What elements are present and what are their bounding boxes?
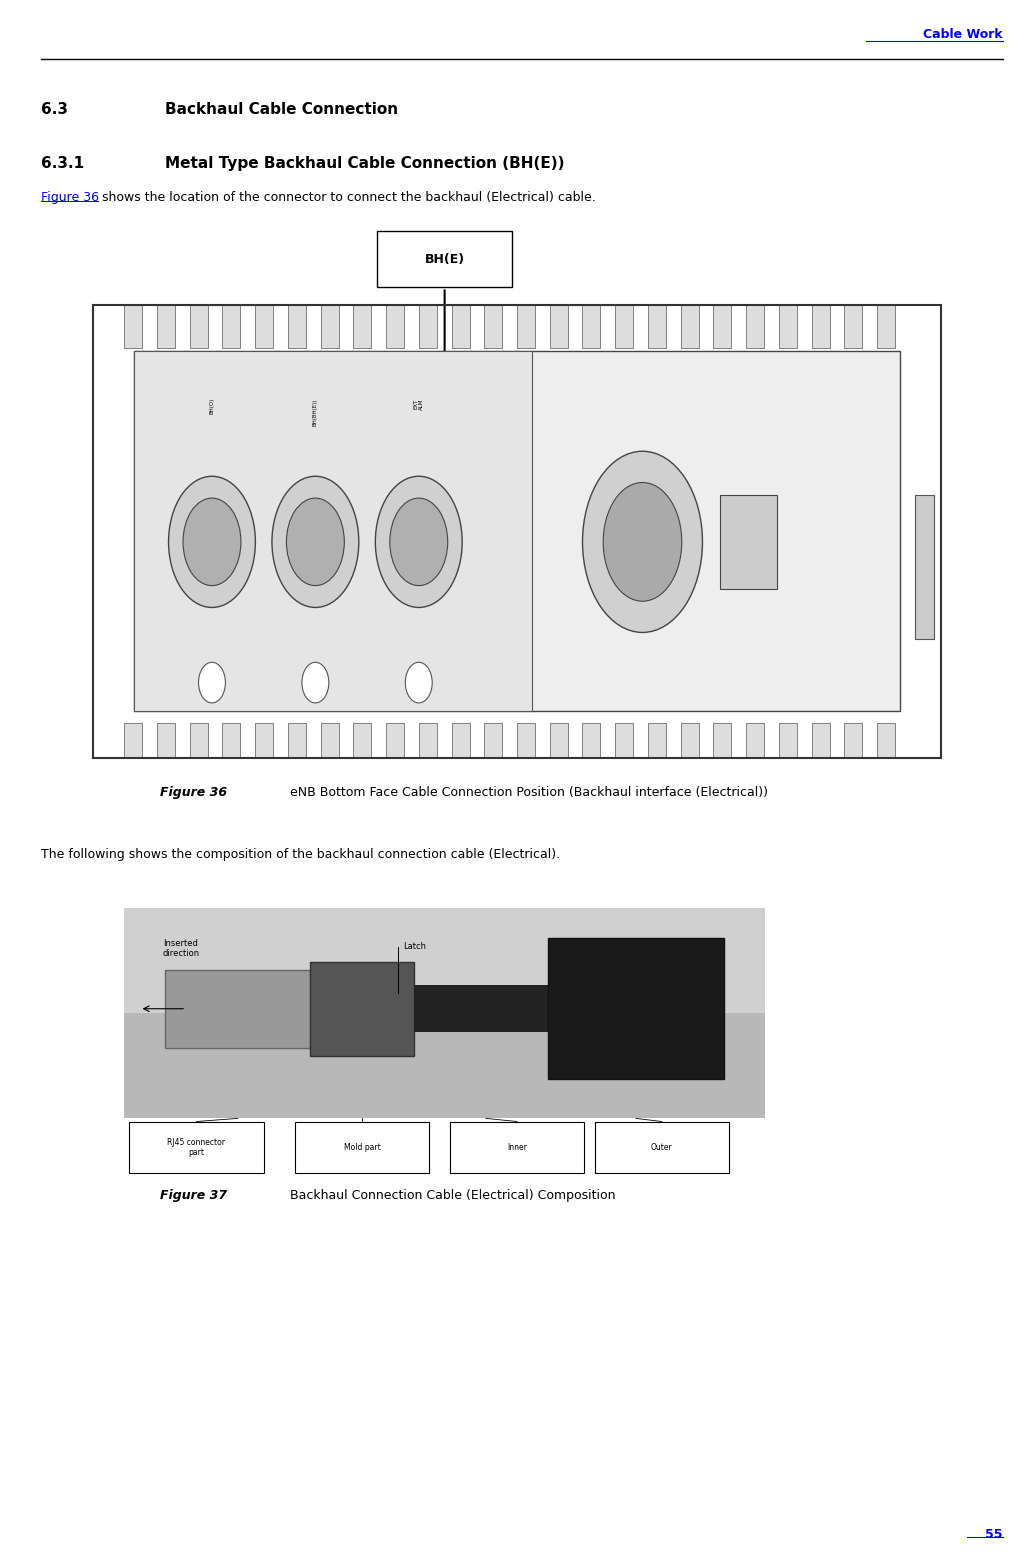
Text: BH(E): BH(E) [425,253,464,266]
Bar [713,723,731,758]
Bar [321,305,338,348]
Bar [93,305,941,758]
Bar [484,305,503,348]
Bar [321,723,338,758]
Circle shape [390,498,448,586]
Bar [517,305,535,348]
Text: EXT
ALM: EXT ALM [414,398,424,409]
Text: 55: 55 [985,1528,1003,1540]
Bar [747,723,764,758]
Bar [354,723,371,758]
Bar [845,305,862,348]
Bar [779,305,797,348]
Bar [452,305,469,348]
Bar [157,723,175,758]
Bar [720,495,777,589]
Bar [877,723,895,758]
Bar [189,305,208,348]
Text: The following shows the composition of the backhaul connection cable (Electrical: The following shows the composition of t… [41,848,560,861]
Bar [517,723,535,758]
Text: Backhaul Cable Connection: Backhaul Cable Connection [165,102,398,117]
Text: shows the location of the connector to connect the backhaul (Electrical) cable.: shows the location of the connector to c… [98,191,596,203]
Text: Backhaul Connection Cable (Electrical) Composition: Backhaul Connection Cable (Electrical) C… [290,1189,615,1201]
Circle shape [286,498,344,586]
Bar [595,1122,729,1173]
Circle shape [199,662,225,703]
Bar [354,305,371,348]
Bar [124,305,142,348]
Bar [582,305,601,348]
Circle shape [375,476,462,608]
Bar [124,908,765,1014]
Bar [812,723,829,758]
Circle shape [302,662,329,703]
Text: BH(BH(E)): BH(BH(E)) [313,398,317,425]
Text: Mold part: Mold part [343,1143,381,1151]
Bar [812,305,829,348]
Bar [648,305,666,348]
Bar [550,723,568,758]
Bar [287,305,306,348]
Bar [255,305,273,348]
Text: 6.3.1: 6.3.1 [41,156,85,172]
Bar [615,723,633,758]
Bar [377,231,512,287]
Bar [419,305,436,348]
Circle shape [603,483,681,601]
Bar [450,1122,584,1173]
Bar [386,305,404,348]
Text: Outer: Outer [650,1143,673,1151]
Bar [414,986,558,1032]
Text: Figure 36: Figure 36 [160,786,227,798]
Bar [747,305,764,348]
Bar [779,723,797,758]
Bar [93,305,941,758]
Bar [189,723,208,758]
Bar [124,908,765,1118]
Circle shape [183,498,241,586]
Bar [680,723,699,758]
Text: Cable Work: Cable Work [923,28,1003,41]
Bar [134,351,900,711]
Circle shape [582,451,702,633]
Text: 6.3: 6.3 [41,102,68,117]
Circle shape [169,476,255,608]
Bar [615,305,633,348]
Bar [680,305,699,348]
Text: Latch: Latch [403,942,426,951]
Bar [419,723,436,758]
Text: Figure 37: Figure 37 [160,1189,227,1201]
Bar [915,495,934,639]
Text: Inserted
direction: Inserted direction [162,939,200,958]
Bar [295,1122,429,1173]
Bar [157,305,175,348]
Bar [713,305,731,348]
Text: RJ45 connector
part: RJ45 connector part [168,1137,225,1157]
Bar [550,305,568,348]
Text: BH(O): BH(O) [210,398,214,414]
Text: eNB Bottom Face Cable Connection Position (Backhaul interface (Electrical)): eNB Bottom Face Cable Connection Positio… [290,786,767,798]
Bar [222,723,240,758]
Bar [648,723,666,758]
Bar [452,723,469,758]
Circle shape [272,476,359,608]
Bar [222,305,240,348]
Bar [484,723,503,758]
Bar [165,970,310,1048]
Bar [287,723,306,758]
Bar [310,962,414,1056]
Text: Inner: Inner [507,1143,527,1151]
Bar [845,723,862,758]
Bar [255,723,273,758]
Bar [877,305,895,348]
Bar [548,939,724,1079]
Bar [386,723,404,758]
Bar [129,1122,264,1173]
Text: Metal Type Backhaul Cable Connection (BH(E)): Metal Type Backhaul Cable Connection (BH… [165,156,565,172]
Text: Figure 36: Figure 36 [41,191,99,203]
Circle shape [405,662,432,703]
Bar [582,723,601,758]
Bar [134,351,533,711]
Bar [124,723,142,758]
